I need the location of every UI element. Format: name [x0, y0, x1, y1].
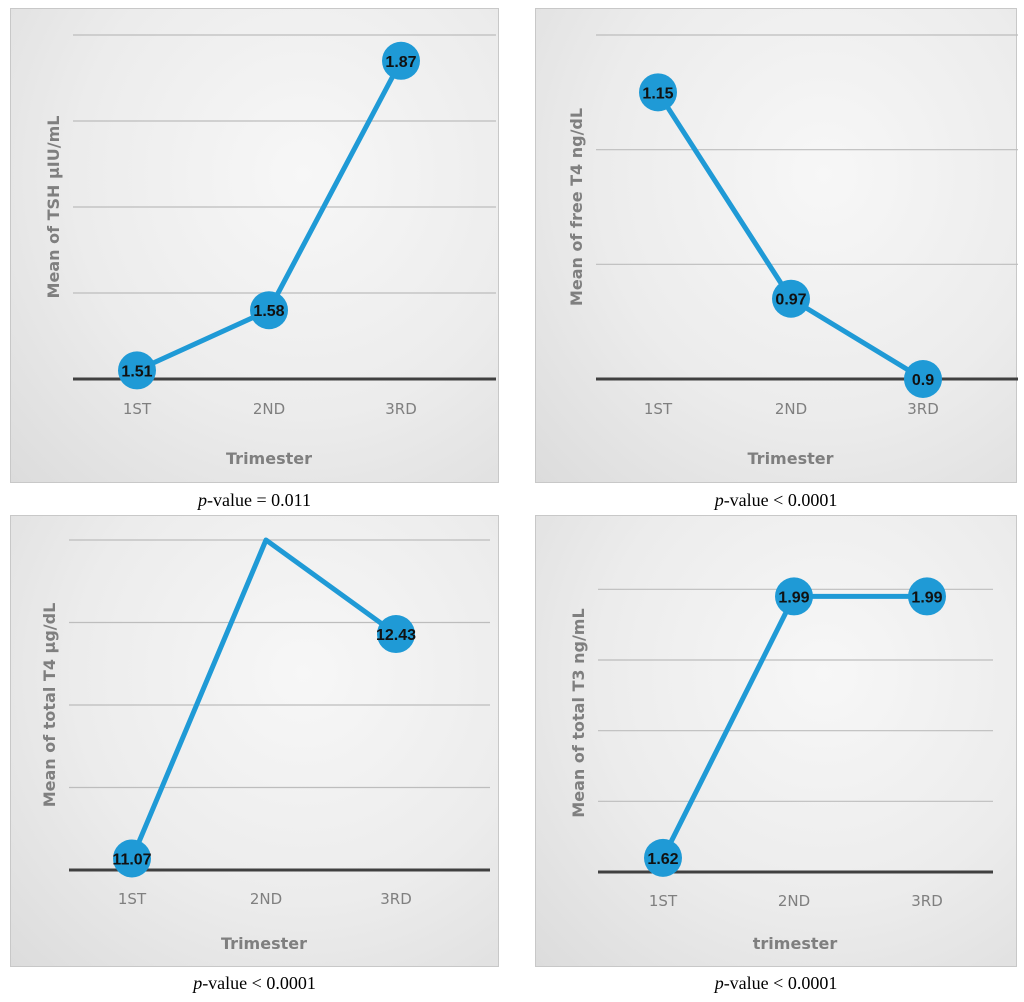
caption-text: -value < 0.0001 [723, 490, 838, 510]
y-axis-title: Mean of TSH µIU/mL [44, 116, 63, 299]
caption-total-t4: p-value < 0.0001 [10, 973, 499, 994]
chart-svg-free-t4: 1.15 0.97 0.9 1ST 2ND 3RD Trimester Mean of fre… [567, 34, 1018, 468]
x-axis-title: Trimester [226, 449, 312, 468]
x-axis-title: Trimester [221, 934, 307, 953]
y-axis-title: Mean of total T3 ng/mL [569, 608, 588, 817]
x-tick-label: 2ND [775, 400, 807, 418]
data-label: 11.07 [112, 851, 151, 868]
caption-total-t3: p-value < 0.0001 [535, 973, 1017, 994]
data-label: 12.43 [376, 627, 416, 644]
caption-italic: p [193, 973, 203, 993]
data-label: 1.62 [647, 851, 678, 868]
series-line [129, 537, 398, 860]
x-tick-label: 2ND [253, 400, 285, 418]
caption-tsh: p-value = 0.011 [10, 490, 499, 511]
data-label: 1.15 [642, 85, 673, 102]
chart-panel-total-t4: 11.07 12.43 1ST 2ND 3RD Trimester Mean of tota… [10, 515, 499, 967]
chart-panel-free-t4: 1.15 0.97 0.9 1ST 2ND 3RD Trimester Mean of fre… [535, 8, 1018, 483]
data-point [118, 351, 156, 390]
data-label: 1.99 [778, 589, 809, 606]
data-point [908, 577, 946, 616]
data-label: 1.99 [911, 589, 942, 606]
series-line [660, 593, 927, 859]
data-label: 1.87 [385, 54, 416, 71]
data-point [377, 615, 415, 654]
data-label: 1.58 [253, 303, 284, 320]
chart-panel-tsh: 1.51 1.58 1.87 1ST 2ND 3RD Trimester Mean of TS… [10, 8, 499, 483]
caption-free-t4: p-value < 0.0001 [535, 490, 1017, 511]
chart-svg-total-t4: 11.07 12.43 1ST 2ND 3RD Trimester Mean of tota… [40, 537, 490, 953]
x-axis-title: Trimester [748, 449, 834, 468]
data-label: 0.97 [775, 292, 806, 309]
chart-svg-total-t3: 1.62 1.99 1.99 1ST 2ND 3RD trimester Mean of to… [569, 577, 993, 953]
x-tick-label: 3RD [907, 400, 939, 418]
x-tick-label: 2ND [250, 890, 282, 908]
x-tick-label: 1ST [118, 890, 147, 908]
y-axis-title: Mean of free T4 ng/dL [567, 108, 586, 306]
caption-italic: p [714, 973, 724, 993]
caption-text: -value < 0.0001 [202, 973, 316, 993]
data-point [113, 839, 151, 878]
data-point [382, 41, 420, 80]
x-tick-label: 3RD [385, 400, 417, 418]
x-tick-label: 1ST [644, 400, 673, 418]
data-point [644, 838, 682, 877]
data-point [250, 291, 288, 330]
chart-svg-tsh: 1.51 1.58 1.87 1ST 2ND 3RD Trimester Mean of TS… [44, 34, 496, 468]
chart-panel-total-t3: 1.62 1.99 1.99 1ST 2ND 3RD trimester Mean of to… [535, 515, 1017, 967]
data-point [772, 279, 810, 318]
data-label: 1.51 [121, 363, 152, 380]
series-line [655, 90, 925, 382]
data-point [775, 577, 813, 616]
caption-italic: p [198, 490, 208, 510]
x-axis-title: trimester [753, 934, 838, 953]
x-tick-label: 1ST [649, 892, 678, 910]
x-tick-label: 3RD [380, 890, 412, 908]
caption-text: -value = 0.011 [207, 490, 311, 510]
x-tick-label: 1ST [123, 400, 152, 418]
caption-italic: p [714, 490, 724, 510]
x-tick-label: 2ND [778, 892, 810, 910]
data-point [904, 360, 942, 398]
data-label: 0.9 [912, 372, 934, 389]
data-point [639, 73, 677, 112]
caption-text: -value < 0.0001 [723, 973, 838, 993]
y-axis-title: Mean of total T4 µg/dL [40, 603, 59, 808]
x-tick-label: 3RD [911, 892, 943, 910]
